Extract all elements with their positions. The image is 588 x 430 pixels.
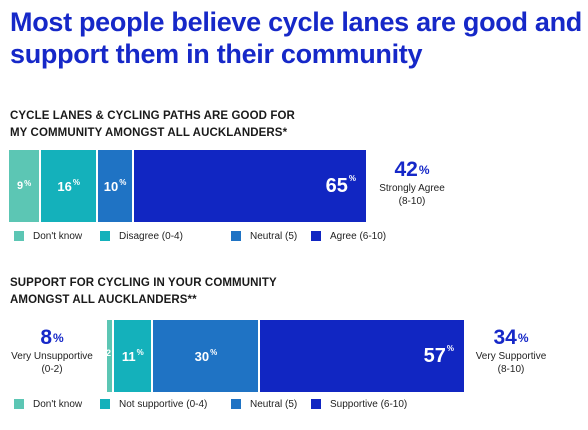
chart2-callout-right-value: 34 — [493, 326, 517, 349]
chart2-title: SUPPORT FOR CYCLING IN YOUR COMMUNITY AM… — [10, 277, 277, 306]
legend-swatch — [14, 399, 24, 409]
chart1-callout-value: 42 — [394, 158, 418, 181]
chart2-callout-right-range: (8-10) — [497, 364, 525, 375]
legend-label: Supportive (6-10) — [330, 398, 408, 410]
legend-swatch — [100, 231, 110, 241]
legend-swatch — [14, 231, 24, 241]
chart2-callout-left-range: (0-2) — [41, 364, 63, 375]
legend-swatch — [231, 399, 241, 409]
bar-segment-1: 9% — [9, 150, 42, 222]
legend-swatch — [100, 399, 110, 409]
legend-label: Don't know — [33, 398, 83, 410]
bar-value-label: 16% — [57, 177, 80, 194]
legend-label: Neutral (5) — [250, 398, 298, 410]
bar-segment-3: 30% — [153, 320, 261, 392]
chart2-callout-left-value: 8 — [40, 326, 52, 349]
bar-segment-3: 10% — [98, 150, 134, 222]
legend-item: Don't know — [14, 399, 82, 410]
chart1-stacked-bar: 9% 16% 10% 65% — [9, 150, 366, 222]
chart1-callout-label: Strongly Agree — [379, 183, 445, 194]
legend-item: Agree (6-10) — [311, 231, 386, 242]
legend-item: Disagree (0-4) — [100, 231, 183, 242]
legend-swatch — [311, 399, 321, 409]
bar-value-label: 9% — [16, 179, 32, 192]
chart2-stacked-bar: 2%11% 30% 57% — [106, 320, 464, 392]
bar-segment-4: 65% — [133, 150, 366, 222]
chart2-callout-right: 34% Very Supportive (8-10) — [468, 326, 554, 376]
bar-segment-1: 2% — [106, 320, 119, 392]
chart1-title: CYCLE LANES & CYCLING PATHS ARE GOOD FOR… — [10, 110, 295, 139]
bar-segment-2: 16% — [41, 150, 99, 222]
legend-item: Supportive (6-10) — [311, 399, 407, 410]
chart2-callout-left-label: Very Unsupportive — [11, 351, 93, 362]
legend-label: Not supportive (0-4) — [119, 398, 208, 410]
bar-value-label: 10% — [103, 177, 127, 194]
page-title: Most people believe cycle lanes are good… — [10, 7, 582, 69]
bar-value-label: 11% — [121, 347, 144, 364]
legend-item: Neutral (5) — [231, 399, 297, 410]
legend-item: Not supportive (0-4) — [100, 399, 207, 410]
legend-label: Neutral (5) — [250, 230, 298, 242]
chart2-callout-left: 8% Very Unsupportive (0-2) — [6, 326, 98, 376]
legend-label: Agree (6-10) — [330, 230, 387, 242]
legend-label: Don't know — [33, 230, 83, 242]
chart1-callout-range: (8-10) — [398, 196, 426, 207]
chart1-callout-right: 42% Strongly Agree (8-10) — [370, 158, 454, 208]
bar-value-label: 65% — [325, 173, 356, 197]
legend-swatch — [231, 231, 241, 241]
bar-value-label: 30% — [194, 347, 218, 364]
chart2-callout-right-label: Very Supportive — [475, 351, 547, 362]
legend-label: Disagree (0-4) — [119, 230, 183, 242]
legend-item: Neutral (5) — [231, 231, 297, 242]
legend-item: Don't know — [14, 231, 82, 242]
legend-swatch — [311, 231, 321, 241]
bar-segment-2: 11% — [114, 320, 154, 392]
bar-segment-4: 57% — [260, 320, 464, 392]
bar-value-label: 57% — [423, 343, 454, 367]
